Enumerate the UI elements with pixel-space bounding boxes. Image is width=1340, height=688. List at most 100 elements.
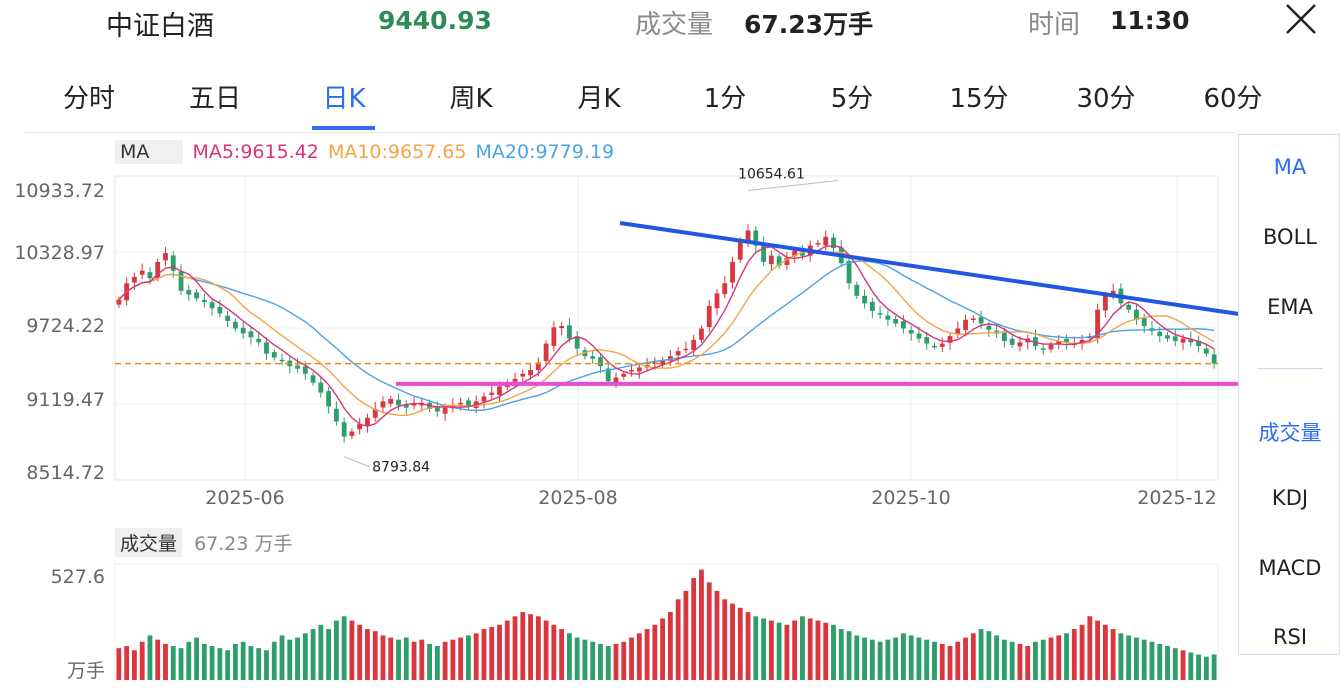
volume-chart-frame: [114, 563, 1219, 681]
indicator-volume[interactable]: 成交量: [1258, 421, 1322, 445]
candle-body: [520, 373, 526, 377]
candle-body: [932, 345, 937, 348]
indicator-macd[interactable]: MACD: [1258, 556, 1322, 580]
indicator-ema[interactable]: EMA: [1267, 295, 1313, 319]
volume-bar: [466, 635, 471, 680]
volume-bar: [318, 624, 324, 680]
candle-body: [295, 365, 300, 369]
candle-body: [1126, 304, 1132, 310]
candle-body: [489, 392, 495, 395]
volume-bar: [388, 637, 394, 680]
x-tick-label: 2025-08: [538, 487, 618, 509]
volume-bar: [776, 622, 782, 680]
candle-body: [714, 293, 720, 309]
ma-legend: MA MA5:9615.42 MA10:9657.65 MA20:9779.19: [115, 140, 617, 166]
volume-bar: [994, 635, 1000, 680]
volume-bar: [761, 618, 767, 680]
volume-bar: [271, 641, 277, 680]
candle-body: [442, 407, 448, 414]
x-tick-label: 2025-12: [1137, 487, 1217, 509]
volume-bar: [1095, 620, 1101, 680]
candle-body: [745, 230, 751, 243]
candle-body: [901, 321, 906, 329]
close-button[interactable]: [1284, 2, 1318, 36]
candle-body: [761, 244, 767, 262]
volume-bar: [722, 599, 728, 680]
candle-body: [318, 382, 324, 393]
volume-bar: [341, 616, 347, 680]
candle-body: [730, 261, 735, 283]
candle-body: [753, 230, 759, 246]
volume-axis-unit: 万手: [66, 660, 105, 682]
volume-bar: [1017, 643, 1023, 680]
volume-label: 成交量: [635, 10, 714, 40]
indicator-kdj[interactable]: KDJ: [1271, 486, 1309, 510]
ma-legend-label[interactable]: MA: [115, 140, 184, 164]
candle-body: [924, 337, 930, 344]
candle-body: [1064, 338, 1069, 343]
tab-weekly-k[interactable]: 周K: [449, 84, 493, 114]
candle-body: [1017, 342, 1023, 347]
x-tick-label: 2025-10: [871, 487, 951, 509]
volume-bar: [357, 624, 363, 680]
candle-body: [1048, 344, 1054, 350]
candle-body: [186, 290, 192, 295]
indicator-rsi[interactable]: RSI: [1272, 625, 1308, 649]
candle-body: [722, 283, 728, 295]
volume-bar: [349, 620, 355, 680]
candle-body: [598, 357, 603, 367]
volume-bar: [986, 631, 992, 680]
ma20-value: MA20:9779.19: [475, 141, 615, 163]
volume-bar: [1071, 629, 1077, 680]
tab-1min[interactable]: 1分: [703, 84, 747, 114]
volume-bar: [489, 626, 495, 680]
candle-body: [481, 396, 487, 402]
tab-60min[interactable]: 60分: [1203, 84, 1263, 114]
candle-body: [147, 272, 153, 279]
candle-body: [691, 339, 697, 351]
tab-minute[interactable]: 分时: [62, 84, 115, 114]
tab-monthly-k[interactable]: 月K: [577, 84, 621, 114]
volume-bar: [1079, 624, 1085, 680]
tab-daily-k[interactable]: 日K: [322, 84, 366, 114]
tab-30min[interactable]: 30分: [1076, 84, 1136, 114]
candle-body: [675, 351, 681, 356]
candle-body: [132, 277, 137, 283]
volume-bar: [970, 633, 976, 680]
y-tick-label: 9724.22: [26, 315, 105, 337]
volume-legend-label[interactable]: 成交量: [115, 528, 183, 557]
resistance-trendline[interactable]: [619, 220, 1339, 331]
volume-bar: [901, 633, 906, 680]
tab-five-day[interactable]: 五日: [188, 84, 241, 114]
volume-bar: [1009, 641, 1015, 680]
candle-body: [939, 343, 945, 347]
candle-body: [1134, 309, 1139, 320]
volume-bar: [380, 635, 386, 680]
volume-bar: [636, 633, 642, 680]
volume-bar: [201, 643, 207, 680]
tab-15min[interactable]: 15分: [949, 84, 1009, 114]
candle-body: [885, 315, 891, 320]
tab-5min[interactable]: 5分: [830, 84, 874, 114]
candle-body: [551, 327, 557, 346]
candle-body: [636, 367, 642, 372]
volume-bar: [264, 650, 269, 680]
candle-body: [1102, 295, 1108, 311]
candle-body: [854, 284, 860, 296]
candle-body: [706, 305, 712, 328]
volume-bar: [932, 641, 937, 680]
candle-body: [310, 375, 316, 383]
ma10-line: [118, 250, 1215, 417]
indicator-boll[interactable]: BOLL: [1263, 225, 1317, 249]
volume-bar: [326, 629, 332, 680]
candle-body: [201, 299, 207, 303]
time-value: 11:30: [1110, 6, 1190, 35]
index-name: 中证白酒: [106, 11, 214, 42]
candle-body: [660, 359, 666, 365]
indicator-ma[interactable]: MA: [1273, 155, 1307, 179]
candle-body: [458, 402, 464, 405]
candle-body: [629, 370, 634, 372]
volume-bar: [644, 629, 650, 680]
volume-bar: [784, 624, 790, 680]
